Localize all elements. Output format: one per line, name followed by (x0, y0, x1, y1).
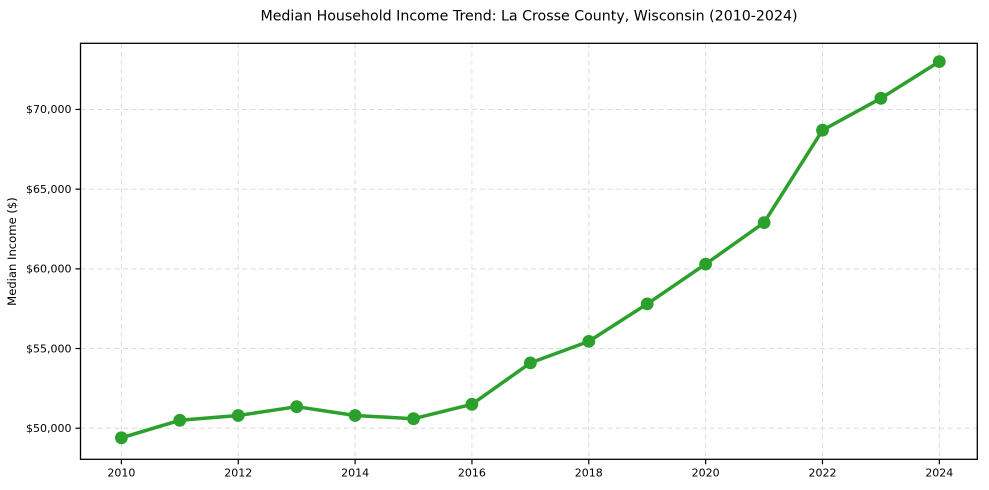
data-point-marker (173, 413, 187, 427)
data-point-marker (699, 257, 712, 271)
data-point-marker (640, 297, 654, 311)
x-tick-label: 2018 (575, 466, 603, 479)
data-point-marker (348, 409, 362, 422)
data-series (115, 55, 946, 445)
gridlines (80, 43, 978, 460)
data-point-marker (816, 123, 829, 137)
y-tick-label: $50,000 (26, 422, 72, 435)
plot-frame (79, 42, 978, 460)
x-tick-label: 2022 (808, 466, 836, 479)
y-tick-label: $60,000 (26, 263, 72, 276)
y-tick-label: $65,000 (26, 183, 72, 196)
chart-title: Median Household Income Trend: La Crosse… (260, 9, 797, 25)
data-point-marker (582, 335, 596, 348)
data-point-marker (874, 91, 888, 105)
y-axis-label: Median Income ($) (5, 197, 19, 306)
data-point-marker (524, 356, 537, 370)
trend-line (119, 59, 942, 440)
x-tick-label: 2024 (925, 466, 953, 479)
data-point-marker (290, 400, 304, 414)
data-point-marker (932, 55, 946, 68)
data-point-marker (231, 409, 245, 422)
x-tick-label: 2014 (341, 466, 369, 479)
axes: $50,000 $55,000 $60,000 $65,000 $70,000 2010 2… (26, 42, 978, 479)
data-point-marker (757, 216, 771, 230)
data-point-marker (115, 431, 128, 445)
y-tick-label: $70,000 (26, 103, 72, 116)
data-point-marker (407, 412, 420, 426)
x-tick-label: 2012 (224, 466, 252, 479)
data-point-marker (465, 397, 479, 411)
x-tick-label: 2016 (458, 466, 486, 479)
x-tick-label: 2010 (107, 466, 135, 479)
x-tick-label: 2020 (692, 466, 720, 479)
y-tick-label: $55,000 (26, 342, 72, 355)
